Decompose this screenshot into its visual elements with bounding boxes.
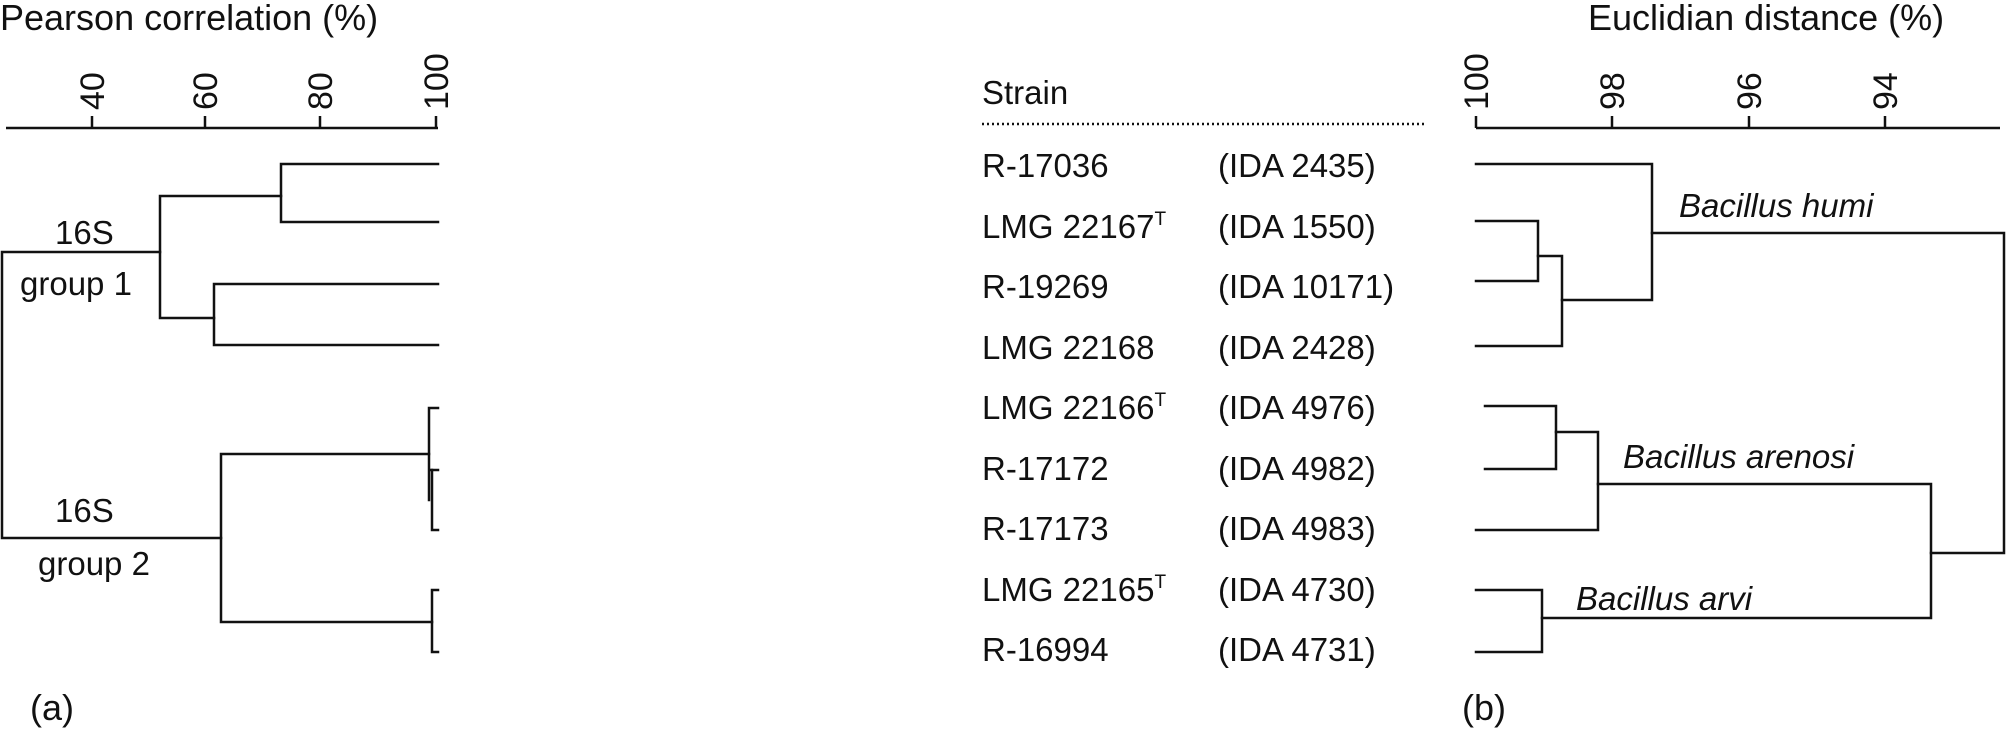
panel-b: Euclidian distance (%) 100 98 96 94 Stra… [982,0,2006,728]
panel-a-group1-label: group 1 [20,265,132,302]
panel-b-tick-label: 100 [1458,53,1496,110]
panel-b-label: (b) [1462,687,1506,728]
panel-b-tick-label: 98 [1594,72,1632,110]
panel-b-branch [1474,162,1654,302]
strain-name: R-19269 [982,268,1109,305]
panel-a-axis-title: Pearson correlation (%) [0,0,378,38]
species-label-bacillus-humi: Bacillus humi [1679,187,1875,224]
strain-name: LMG 22168 [982,329,1154,366]
strain-row: R-17172 (IDA 4982) [982,450,1376,487]
species-label-bacillus-arenosi: Bacillus arenosi [1623,438,1856,475]
panel-a-branch [279,162,440,224]
strain-name: LMG 22166T [982,389,1166,426]
strain-ida-number: (IDA 2428) [1218,329,1376,366]
panel-a-tick-label: 100 [418,53,456,110]
panel-a-branch [219,452,434,624]
panel-a-branch [158,194,283,320]
strain-row: LMG 22168 (IDA 2428) [982,329,1376,366]
panel-b-branch [1474,219,1540,283]
strain-row: R-17036 (IDA 2435) [982,147,1376,184]
strain-list: R-17036 (IDA 2435) LMG 22167T (IDA 1550) R-1… [982,147,1394,668]
strain-row: LMG 22166T (IDA 4976) [982,389,1376,426]
panel-a-group2-label: group 2 [38,545,150,582]
panel-a-branch [427,406,440,502]
strain-ida-number: (IDA 4982) [1218,450,1376,487]
panel-a-branch [430,468,440,532]
strain-name: R-17173 [982,510,1109,547]
strain-row: R-19269 (IDA 10171) [982,268,1394,305]
panel-a-label: (a) [30,687,74,728]
strain-row: R-17173 (IDA 4983) [982,510,1376,547]
panel-a-tick-label: 80 [302,72,340,110]
strain-ida-number: (IDA 4731) [1218,631,1376,668]
panel-a-tick-label: 60 [187,72,225,110]
panel-a: Pearson correlation (%) 40 60 80 100 16S… [0,0,456,728]
panel-b-branch [1540,482,1933,620]
panel-b-tick-label: 96 [1731,72,1769,110]
strain-row: R-16994 (IDA 4731) [982,631,1376,668]
panel-b-branch [1474,430,1600,532]
strain-name: R-17036 [982,147,1109,184]
panel-b-branch [1474,254,1564,348]
strain-name: LMG 22167T [982,208,1166,245]
strain-ida-number: (IDA 10171) [1218,268,1394,305]
panel-a-group2-label: 16S [55,492,114,529]
strain-name: R-17172 [982,450,1109,487]
strain-ida-number: (IDA 1550) [1218,208,1376,245]
panel-b-axis-title: Euclidian distance (%) [1588,0,1944,38]
panel-b-tick-label: 94 [1867,72,1905,110]
strain-row: LMG 22165T (IDA 4730) [982,571,1376,608]
strain-row: LMG 22167T (IDA 1550) [982,208,1376,245]
strain-name: LMG 22165T [982,571,1166,608]
panel-a-tick-label: 40 [74,72,112,110]
strain-ida-number: (IDA 4983) [1218,510,1376,547]
strain-ida-number: (IDA 4730) [1218,571,1376,608]
strain-ida-number: (IDA 2435) [1218,147,1376,184]
panel-b-branch [1650,231,2006,555]
panel-b-branch [1483,404,1558,471]
panel-a-branch [0,250,223,540]
species-label-bacillus-arvi: Bacillus arvi [1576,580,1754,617]
strain-name: R-16994 [982,631,1109,668]
panel-a-branch [212,282,440,347]
panel-b-branch [1474,588,1544,654]
panel-a-group1-label: 16S [55,214,114,251]
strain-column-header: Strain [982,74,1068,111]
strain-ida-number: (IDA 4976) [1218,389,1376,426]
